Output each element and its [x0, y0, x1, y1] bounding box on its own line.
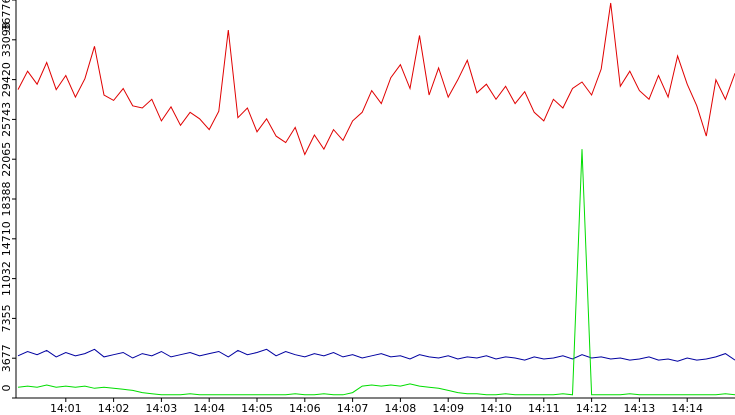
y-tick-label: 14710 [0, 221, 13, 256]
x-tick-label: 14:02 [98, 402, 130, 415]
y-tick-label: 22065 [0, 142, 13, 177]
y-tick-label: 29420 [0, 62, 13, 97]
x-tick-label: 14:13 [624, 402, 656, 415]
x-tick-label: 14:05 [241, 402, 273, 415]
x-tick-label: 14:09 [432, 402, 464, 415]
y-tick-label: 33098 [0, 22, 13, 57]
y-tick-label: 0 [0, 385, 13, 392]
x-tick-label: 14:03 [146, 402, 178, 415]
y-tick-label: 7355 [0, 304, 13, 332]
y-tick-label: 25743 [0, 102, 13, 137]
x-tick-label: 14:06 [289, 402, 321, 415]
y-tick-label: 11032 [0, 261, 13, 296]
series-line [17, 348, 735, 362]
x-tick-label: 14:07 [337, 402, 369, 415]
x-tick-label: 14:12 [576, 402, 608, 415]
x-tick-label: 14:08 [385, 402, 417, 415]
x-tick-label: 14:10 [480, 402, 512, 415]
x-tick-label: 14:01 [50, 402, 82, 415]
y-tick-label: 36776 [0, 0, 13, 32]
y-tick-label: 18388 [0, 182, 13, 217]
y-tick-label: 3677 [0, 344, 13, 372]
x-tick-label: 14:04 [193, 402, 225, 415]
series-line [17, 149, 735, 396]
x-tick-label: 14:11 [528, 402, 560, 415]
x-tick-label: 14:14 [671, 402, 703, 415]
series-line [17, 2, 735, 156]
